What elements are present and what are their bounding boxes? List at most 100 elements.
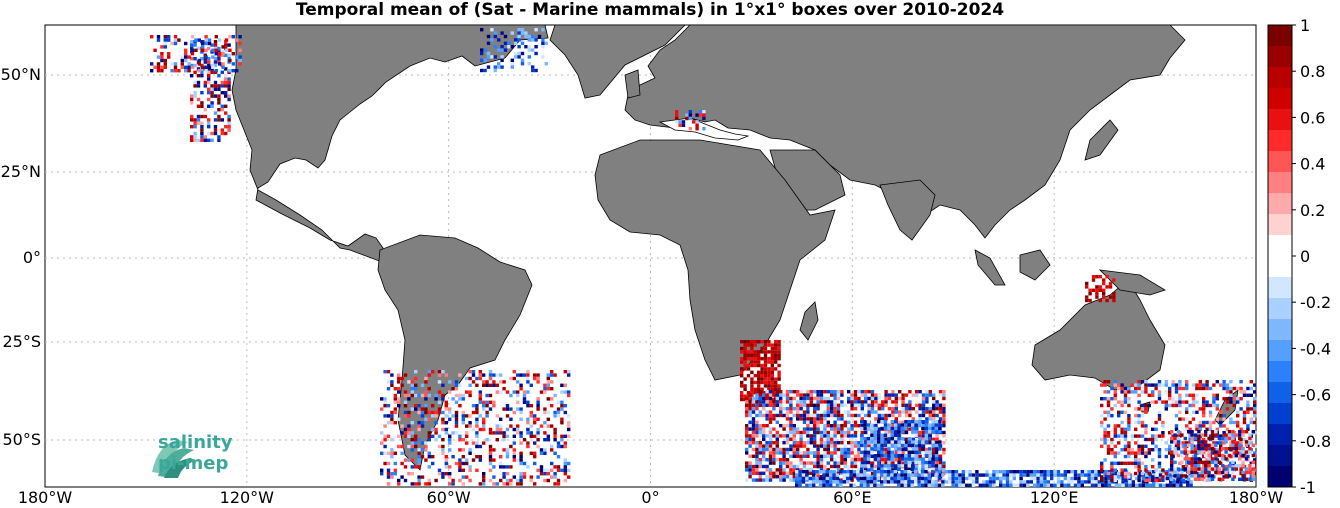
data-cell bbox=[170, 41, 174, 46]
data-cell bbox=[543, 390, 547, 394]
data-cell bbox=[826, 396, 830, 401]
data-cell bbox=[864, 430, 868, 435]
data-cell bbox=[190, 135, 194, 139]
data-cell bbox=[835, 483, 840, 487]
data-cell bbox=[546, 383, 550, 387]
data-cell bbox=[760, 391, 764, 395]
data-cell bbox=[826, 434, 830, 438]
data-cell bbox=[1198, 434, 1202, 438]
data-cell bbox=[1222, 434, 1226, 438]
data-cell bbox=[860, 424, 864, 428]
data-cell bbox=[931, 443, 935, 448]
data-cell bbox=[948, 476, 952, 481]
data-cell bbox=[526, 444, 530, 449]
data-cell bbox=[792, 424, 796, 428]
data-cell bbox=[870, 433, 874, 437]
data-cell bbox=[750, 346, 754, 351]
data-cell bbox=[567, 434, 571, 438]
data-cell bbox=[207, 131, 211, 136]
data-cell bbox=[1193, 460, 1198, 464]
data-cell bbox=[1147, 478, 1151, 482]
data-cell bbox=[196, 74, 201, 78]
data-cell bbox=[894, 400, 898, 404]
data-cell bbox=[925, 410, 929, 414]
data-cell bbox=[509, 407, 513, 411]
data-cell bbox=[434, 410, 438, 415]
data-cell bbox=[492, 475, 496, 479]
data-cell bbox=[1002, 483, 1006, 487]
data-cell bbox=[873, 476, 877, 481]
data-cell bbox=[813, 413, 817, 418]
data-cell bbox=[1120, 431, 1124, 435]
data-cell bbox=[550, 373, 554, 377]
data-cell bbox=[911, 447, 915, 452]
data-cell bbox=[743, 384, 747, 388]
data-cell bbox=[1171, 383, 1175, 387]
data-cell bbox=[806, 393, 810, 397]
data-cell bbox=[1157, 434, 1162, 438]
data-cell bbox=[539, 465, 544, 469]
data-cell bbox=[1188, 420, 1192, 425]
data-cell bbox=[1251, 460, 1255, 464]
data-cell bbox=[227, 87, 231, 91]
data-cell bbox=[1239, 454, 1243, 459]
data-cell bbox=[1090, 476, 1095, 481]
data-cell bbox=[883, 454, 888, 458]
data-cell bbox=[156, 69, 161, 73]
data-cell bbox=[740, 367, 744, 371]
data-cell bbox=[863, 454, 867, 458]
data-cell bbox=[509, 417, 513, 421]
data-cell bbox=[499, 390, 503, 394]
data-cell bbox=[1090, 470, 1095, 474]
data-cell bbox=[823, 396, 827, 401]
data-cell bbox=[1113, 434, 1117, 438]
data-cell bbox=[985, 483, 989, 487]
data-cell bbox=[823, 454, 827, 458]
data-cell bbox=[813, 461, 817, 465]
data-cell bbox=[774, 367, 778, 371]
data-cell bbox=[444, 400, 448, 404]
data-cell bbox=[942, 478, 946, 482]
data-cell bbox=[1232, 403, 1236, 408]
data-cell bbox=[1144, 454, 1148, 459]
data-cell bbox=[200, 104, 204, 108]
data-cell bbox=[859, 473, 863, 477]
data-cell bbox=[799, 461, 803, 465]
data-cell bbox=[386, 472, 391, 476]
data-cell bbox=[985, 480, 989, 484]
data-cell bbox=[1100, 403, 1104, 408]
data-cell bbox=[1242, 410, 1247, 414]
data-cell bbox=[755, 441, 759, 445]
data-cell bbox=[796, 400, 800, 404]
data-cell bbox=[887, 447, 891, 451]
data-cell bbox=[873, 480, 877, 484]
data-cell bbox=[1067, 476, 1071, 481]
data-cell bbox=[1248, 450, 1252, 454]
data-cell bbox=[1251, 470, 1255, 475]
data-cell bbox=[772, 417, 776, 421]
data-cell bbox=[213, 43, 218, 47]
data-cell bbox=[921, 424, 926, 428]
data-cell bbox=[826, 390, 830, 394]
data-cell bbox=[556, 410, 561, 415]
data-cell bbox=[904, 430, 909, 435]
data-cell bbox=[451, 478, 455, 483]
data-cell bbox=[410, 393, 414, 398]
data-cell bbox=[891, 424, 895, 428]
data-cell bbox=[1238, 443, 1242, 447]
data-cell bbox=[217, 97, 221, 102]
data-cell bbox=[1135, 476, 1139, 481]
data-cell bbox=[1090, 473, 1095, 477]
data-cell bbox=[1176, 474, 1181, 478]
data-cell bbox=[887, 467, 891, 471]
data-cell bbox=[1191, 417, 1196, 421]
data-cell bbox=[806, 424, 810, 428]
data-cell bbox=[543, 448, 547, 452]
data-cell bbox=[1097, 473, 1101, 477]
data-cell bbox=[213, 57, 218, 61]
data-cell bbox=[891, 413, 895, 418]
data-cell bbox=[785, 434, 790, 438]
data-cell bbox=[758, 396, 762, 401]
data-cell bbox=[1110, 386, 1114, 391]
